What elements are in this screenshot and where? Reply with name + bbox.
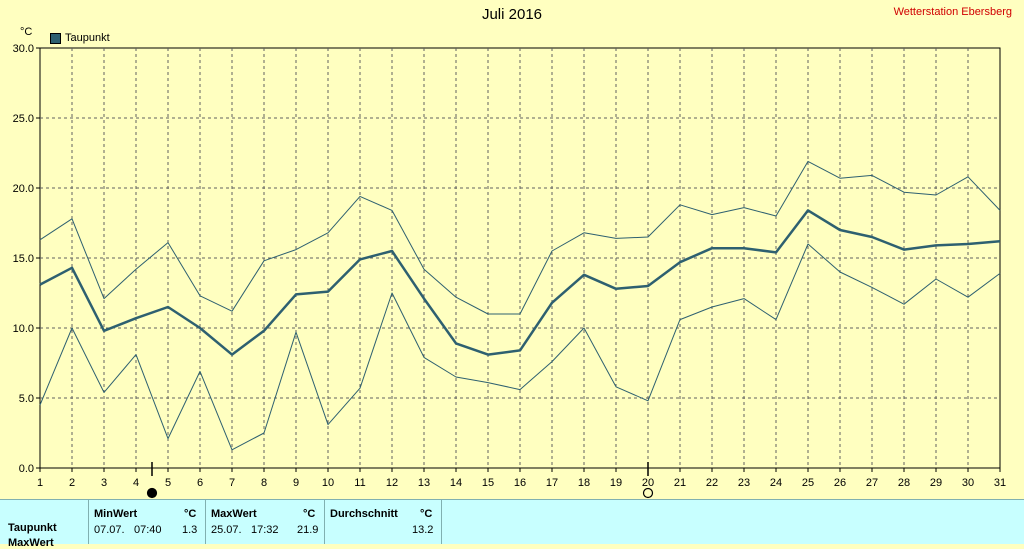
y-tick-label: 20.0 <box>13 183 34 195</box>
max-time: 17:32 <box>251 524 279 536</box>
x-tick-label: 26 <box>834 477 846 489</box>
max-date: 25.07. <box>211 524 242 536</box>
avg-value: 13.2 <box>412 524 434 536</box>
max-header: MaxWert <box>211 508 257 520</box>
y-tick-label: 25.0 <box>13 113 34 125</box>
station-name: Wetterstation Ebersberg <box>893 6 1012 18</box>
stats-avg-cell: Durchschnitt °C 13.2 <box>324 500 442 544</box>
x-tick-label: 6 <box>197 477 203 489</box>
chart-title: Juli 2016 <box>481 6 543 23</box>
avg-header: Durchschnitt <box>330 508 398 520</box>
y-tick-label: 10.0 <box>13 323 34 335</box>
y-tick-label: 30.0 <box>13 43 34 55</box>
x-tick-label: 18 <box>578 477 590 489</box>
stats-max-cell: MaxWert °C 25.07. 17:32 21.9 <box>205 500 325 544</box>
x-tick-label: 24 <box>770 477 782 489</box>
x-tick-labels: 1 2 3 4 5 6 7 8 9 10 11 12 13 14 15 16 17 18 19 20 21 22 23 24 2… <box>37 468 1006 489</box>
y-axis-unit: °C <box>20 26 33 38</box>
series-line-mean <box>39 209 1001 356</box>
min-date: 07.07. <box>94 524 125 536</box>
stats-row-label: Taupunkt <box>8 522 57 534</box>
legend: Taupunkt <box>50 32 110 44</box>
x-tick-label: 28 <box>898 477 910 489</box>
x-tick-label: 30 <box>962 477 974 489</box>
min-unit: °C <box>184 508 197 520</box>
x-tick-label: 3 <box>101 477 107 489</box>
x-tick-label: 8 <box>261 477 267 489</box>
x-tick-label: 11 <box>354 477 365 489</box>
x-tick-label: 25 <box>802 477 814 489</box>
x-tick-label: 22 <box>706 477 718 489</box>
stats-row2-label: MaxWert <box>8 537 54 549</box>
series-line-max <box>39 160 1001 315</box>
grid-lines <box>40 48 1000 468</box>
x-tick-label: 12 <box>386 477 398 489</box>
x-tick-label: 20 <box>642 477 654 489</box>
stats-row-label-cell: Taupunkt MaxWert <box>0 500 89 549</box>
x-tick-label: 4 <box>133 477 139 489</box>
min-time: 07:40 <box>134 524 162 536</box>
y-tick-labels: 0.0 5.0 10.0 15.0 20.0 25.0 30.0 <box>13 43 40 475</box>
max-value: 21.9 <box>297 524 319 536</box>
series-line-min <box>39 243 1001 451</box>
x-tick-label: 2 <box>69 477 75 489</box>
series-lines <box>39 160 1001 451</box>
y-tick-label: 15.0 <box>13 253 34 265</box>
x-tick-label: 14 <box>450 477 462 489</box>
avg-unit: °C <box>420 508 433 520</box>
x-tick-label: 31 <box>994 477 1006 489</box>
legend-swatch <box>50 32 61 44</box>
max-unit: °C <box>303 508 316 520</box>
x-tick-label: 27 <box>866 477 878 489</box>
chart-plot: 0.05.010.015.020.025.030.0 1 2 3 4 5 6 7 8 9 10 11… <box>13 43 1006 499</box>
legend-label: Taupunkt <box>65 32 110 44</box>
x-tick-label: 17 <box>546 477 558 489</box>
x-tick-label: 29 <box>930 477 942 489</box>
y-tick-label: 5.0 <box>19 393 34 405</box>
x-tick-label: 5 <box>165 477 171 489</box>
new-moon-icon <box>642 487 654 499</box>
stats-min-cell: MinWert °C 07.07. 07:40 1.3 <box>88 500 206 544</box>
y-tick-label: 0.0 <box>19 463 34 475</box>
x-tick-label: 23 <box>738 477 750 489</box>
moon-markers <box>146 462 654 499</box>
x-tick-label: 9 <box>293 477 299 489</box>
x-tick-label: 19 <box>610 477 622 489</box>
x-tick-label: 15 <box>482 477 494 489</box>
full-moon-icon <box>146 487 158 499</box>
x-tick-label: 13 <box>418 477 430 489</box>
x-tick-label: 10 <box>322 477 334 489</box>
x-tick-label: 16 <box>514 477 526 489</box>
stats-panel: Taupunkt MaxWert MinWert °C 07.07. 07:40… <box>0 499 1024 549</box>
min-value: 1.3 <box>182 524 198 536</box>
x-tick-label: 7 <box>229 477 235 489</box>
x-tick-label: 1 <box>37 477 43 489</box>
x-tick-label: 21 <box>674 477 686 489</box>
min-header: MinWert <box>94 508 138 520</box>
